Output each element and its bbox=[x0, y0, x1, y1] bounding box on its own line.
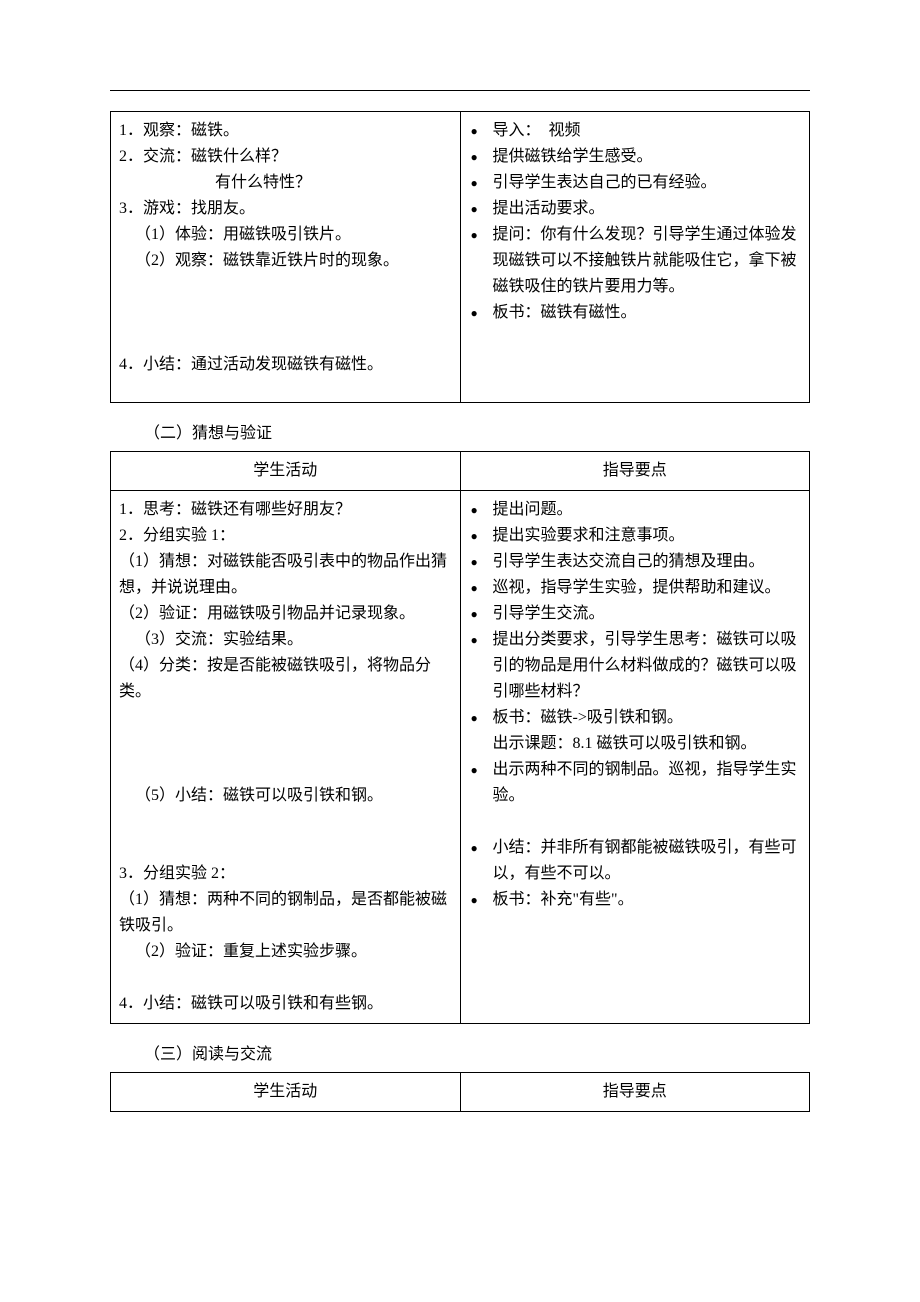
page: 1．观察：磁铁。 2．交流：磁铁什么样？ 有什么特性？ 3．游戏：找朋友。 （1… bbox=[0, 0, 920, 1302]
text: 提供磁铁给学生感受。 bbox=[493, 148, 653, 165]
text: 巡视，指导学生实验，提供帮助和建议。 bbox=[493, 579, 781, 596]
line: （2）验证：重复上述实验步骤。 bbox=[119, 939, 452, 965]
table-2: 学生活动 指导要点 1．思考：磁铁还有哪些好朋友？ 2．分组实验 1： （1）猜… bbox=[110, 451, 810, 1024]
list-item: 出示两种不同的钢制品。巡视，指导学生实验。 bbox=[469, 757, 802, 809]
line: 3．分组实验 2： bbox=[119, 861, 452, 887]
t1-left: 1．观察：磁铁。 2．交流：磁铁什么样？ 有什么特性？ 3．游戏：找朋友。 （1… bbox=[111, 112, 461, 403]
t3-header-left: 学生活动 bbox=[111, 1073, 461, 1112]
t2-header-right: 指导要点 bbox=[460, 452, 810, 491]
table-row: 学生活动 指导要点 bbox=[111, 452, 810, 491]
list-item: 巡视，指导学生实验，提供帮助和建议。 bbox=[469, 575, 802, 601]
text: 板书：补充"有些"。 bbox=[493, 891, 634, 908]
table-3: 学生活动 指导要点 bbox=[110, 1072, 810, 1112]
list-item: 导入： 视频 bbox=[469, 118, 802, 144]
line: （1）猜想：对磁铁能否吸引表中的物品作出猜想，并说说理由。 bbox=[119, 549, 452, 601]
list-item: 提供磁铁给学生感受。 bbox=[469, 144, 802, 170]
text: 提出问题。 bbox=[493, 501, 573, 518]
list-item: 引导学生表达交流自己的猜想及理由。 bbox=[469, 549, 802, 575]
line: 2．分组实验 1： bbox=[119, 523, 452, 549]
bullet-list: 导入： 视频 提供磁铁给学生感受。 引导学生表达自己的已有经验。 提出活动要求。… bbox=[469, 118, 802, 326]
list-item: 提出活动要求。 bbox=[469, 196, 802, 222]
line: （4）分类：按是否能被磁铁吸引，将物品分类。 bbox=[119, 653, 452, 705]
list-item: 小结：并非所有钢都能被磁铁吸引，有些可以，有些不可以。 bbox=[469, 835, 802, 887]
t2-right: 提出问题。 提出实验要求和注意事项。 引导学生表达交流自己的猜想及理由。 巡视，… bbox=[460, 491, 810, 1024]
text: 出示两种不同的钢制品。巡视，指导学生实验。 bbox=[493, 761, 797, 804]
text: 板书：磁铁有磁性。 bbox=[493, 304, 637, 321]
list-item: 板书：磁铁->吸引铁和钢。出示课题：8.1 磁铁可以吸引铁和钢。 bbox=[469, 705, 802, 757]
bullet-list: 提出问题。 提出实验要求和注意事项。 引导学生表达交流自己的猜想及理由。 巡视，… bbox=[469, 497, 802, 809]
table-1: 1．观察：磁铁。 2．交流：磁铁什么样？ 有什么特性？ 3．游戏：找朋友。 （1… bbox=[110, 111, 810, 403]
text: 提出实验要求和注意事项。 bbox=[493, 527, 685, 544]
line: （1）猜想：两种不同的钢制品，是否都能被磁铁吸引。 bbox=[119, 887, 452, 939]
list-item: 板书：磁铁有磁性。 bbox=[469, 300, 802, 326]
text: 引导学生表达自己的已有经验。 bbox=[493, 174, 717, 191]
text: 小结：并非所有钢都能被磁铁吸引，有些可以，有些不可以。 bbox=[493, 839, 797, 882]
text: 引导学生交流。 bbox=[493, 605, 605, 622]
t3-header-right: 指导要点 bbox=[460, 1073, 810, 1112]
section-title-3: （三）阅读与交流 bbox=[144, 1042, 810, 1068]
top-divider bbox=[110, 90, 810, 91]
text: 板书：磁铁->吸引铁和钢。出示课题：8.1 磁铁可以吸引铁和钢。 bbox=[493, 709, 757, 752]
list-item: 提出分类要求，引导学生思考：磁铁可以吸引的物品是用什么材料做成的？磁铁可以吸引哪… bbox=[469, 627, 802, 705]
t2-header-left: 学生活动 bbox=[111, 452, 461, 491]
list-item: 引导学生交流。 bbox=[469, 601, 802, 627]
t2-left: 1．思考：磁铁还有哪些好朋友？ 2．分组实验 1： （1）猜想：对磁铁能否吸引表… bbox=[111, 491, 461, 1024]
list-item: 板书：补充"有些"。 bbox=[469, 887, 802, 913]
t1-right: 导入： 视频 提供磁铁给学生感受。 引导学生表达自己的已有经验。 提出活动要求。… bbox=[460, 112, 810, 403]
line: （2）验证：用磁铁吸引物品并记录现象。 bbox=[119, 601, 452, 627]
text: 提问：你有什么发现？引导学生通过体验发现磁铁可以不接触铁片就能吸住它，拿下被磁铁… bbox=[493, 226, 797, 295]
list-item: 提出实验要求和注意事项。 bbox=[469, 523, 802, 549]
text: 提出分类要求，引导学生思考：磁铁可以吸引的物品是用什么材料做成的？磁铁可以吸引哪… bbox=[493, 631, 797, 700]
line: 3．游戏：找朋友。 bbox=[119, 196, 452, 222]
section-title-2: （二）猜想与验证 bbox=[144, 421, 810, 447]
text: 提出活动要求。 bbox=[493, 200, 605, 217]
line: （2）观察：磁铁靠近铁片时的现象。 bbox=[119, 248, 452, 274]
list-item: 引导学生表达自己的已有经验。 bbox=[469, 170, 802, 196]
line: 4．小结：通过活动发现磁铁有磁性。 bbox=[119, 352, 452, 378]
line: 有什么特性？ bbox=[119, 170, 452, 196]
text: 导入： 视频 bbox=[493, 122, 581, 139]
bullet-list: 小结：并非所有钢都能被磁铁吸引，有些可以，有些不可以。 板书：补充"有些"。 bbox=[469, 835, 802, 913]
line: （5）小结：磁铁可以吸引铁和钢。 bbox=[119, 783, 452, 809]
line: 2．交流：磁铁什么样？ bbox=[119, 144, 452, 170]
line: （3）交流：实验结果。 bbox=[119, 627, 452, 653]
line: 4．小结：磁铁可以吸引铁和有些钢。 bbox=[119, 991, 452, 1017]
table-row: 1．思考：磁铁还有哪些好朋友？ 2．分组实验 1： （1）猜想：对磁铁能否吸引表… bbox=[111, 491, 810, 1024]
table-row: 学生活动 指导要点 bbox=[111, 1073, 810, 1112]
list-item: 提出问题。 bbox=[469, 497, 802, 523]
line: 1．观察：磁铁。 bbox=[119, 118, 452, 144]
line: 1．思考：磁铁还有哪些好朋友？ bbox=[119, 497, 452, 523]
line: （1）体验：用磁铁吸引铁片。 bbox=[119, 222, 452, 248]
list-item: 提问：你有什么发现？引导学生通过体验发现磁铁可以不接触铁片就能吸住它，拿下被磁铁… bbox=[469, 222, 802, 300]
table-row: 1．观察：磁铁。 2．交流：磁铁什么样？ 有什么特性？ 3．游戏：找朋友。 （1… bbox=[111, 112, 810, 403]
text: 引导学生表达交流自己的猜想及理由。 bbox=[493, 553, 765, 570]
